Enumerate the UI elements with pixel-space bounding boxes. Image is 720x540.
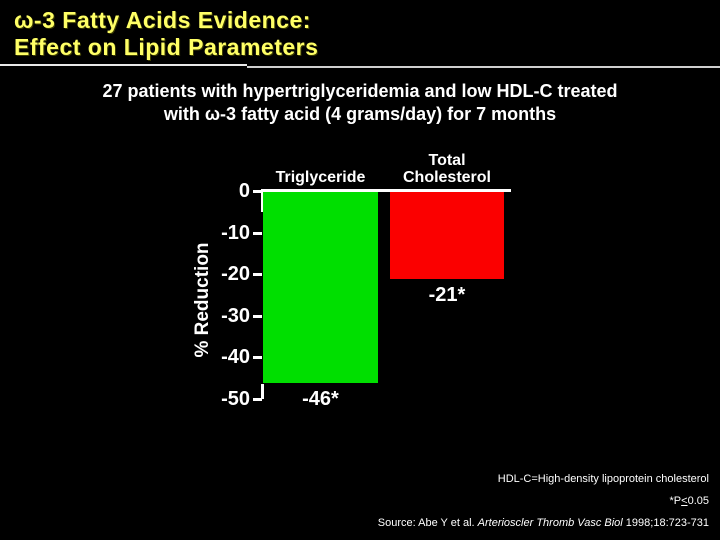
- ytick-mark: [253, 314, 262, 318]
- subtitle: 27 patients with hypertriglyceridemia an…: [0, 80, 720, 126]
- zero-baseline: [261, 189, 511, 192]
- footnote-source: Source: Abe Y et al. Arterioscler Thromb…: [378, 512, 709, 534]
- bar-value-label: -46*: [302, 388, 339, 410]
- subtitle-line1: 27 patients with hypertriglyceridemia an…: [102, 81, 618, 101]
- title-divider-right-segment: [247, 66, 720, 68]
- ytick-label: -50: [221, 388, 250, 410]
- subtitle-line2: with ω-3 fatty acid (4 grams/day) for 7 …: [163, 104, 557, 124]
- bar-value-label: -21*: [428, 284, 466, 306]
- footnote-source-journal: Arterioscler Thromb Vasc Biol: [477, 517, 623, 529]
- footnote-source-suffix: 1998;18:723-731: [622, 517, 709, 529]
- axis-bracket-bottom: [261, 384, 264, 399]
- page-title: ω-3 Fatty Acids Evidence: Effect on Lipi…: [14, 7, 318, 61]
- ytick-mark: [253, 356, 262, 360]
- title-divider-left-segment: [0, 64, 247, 66]
- ytick-label: -30: [221, 304, 250, 327]
- footnotes: HDL-C=High-density lipoprotein cholester…: [378, 468, 709, 534]
- ytick-mark: [253, 231, 262, 235]
- ytick-mark: [253, 273, 262, 277]
- page-title-line1: ω-3 Fatty Acids Evidence:: [14, 7, 311, 33]
- footnote-pvalue-number: 0.05: [687, 495, 709, 507]
- footnote-pvalue: *P<0.05: [378, 490, 709, 512]
- ytick-label: -20: [221, 263, 250, 286]
- footnote-pvalue-prefix: *P: [669, 495, 682, 507]
- bar-triglyceride: [263, 192, 378, 383]
- axis-bracket-top: [261, 192, 264, 212]
- ytick-mark: [253, 398, 262, 401]
- bar-total-cholesterol: [390, 192, 504, 279]
- ytick-mark: [253, 190, 262, 193]
- footnote-pvalue-comparator: <: [681, 495, 688, 507]
- bar-category-label: Triglyceride: [275, 169, 366, 186]
- bar-category-label: Total Cholesterol: [402, 152, 491, 186]
- page-title-line2: Effect on Lipid Parameters: [14, 34, 319, 60]
- ytick-label: -10: [221, 221, 250, 244]
- ytick-label: 0: [238, 180, 250, 202]
- ytick-label: -40: [221, 346, 250, 369]
- footnote-source-prefix: Source: Abe Y et al.: [377, 517, 478, 529]
- footnote-hdl-definition: HDL-C=High-density lipoprotein cholester…: [497, 473, 709, 485]
